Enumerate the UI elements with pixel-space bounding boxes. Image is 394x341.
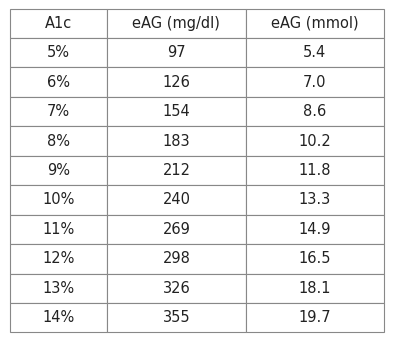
Bar (10, 185, 107, 215)
Text: 6%: 6% (47, 75, 70, 90)
Text: 326: 326 (163, 281, 190, 296)
Bar (246, 68, 384, 97)
Bar (10, 244, 107, 273)
Text: 13%: 13% (43, 281, 74, 296)
Text: eAG (mmol): eAG (mmol) (271, 16, 359, 31)
Text: 12%: 12% (42, 251, 75, 266)
Bar (246, 273, 384, 303)
Text: eAG (mg/dl): eAG (mg/dl) (132, 16, 220, 31)
Bar (107, 303, 245, 332)
Text: 240: 240 (162, 192, 190, 207)
Text: 183: 183 (163, 134, 190, 149)
Text: 8.6: 8.6 (303, 104, 327, 119)
Bar (10, 273, 107, 303)
Text: 212: 212 (162, 163, 190, 178)
Text: 13.3: 13.3 (299, 192, 331, 207)
Text: 16.5: 16.5 (299, 251, 331, 266)
Text: 10.2: 10.2 (299, 134, 331, 149)
Bar (246, 244, 384, 273)
Bar (107, 156, 245, 185)
Text: 11.8: 11.8 (299, 163, 331, 178)
Text: 154: 154 (163, 104, 190, 119)
Text: 8%: 8% (47, 134, 70, 149)
Text: 97: 97 (167, 45, 186, 60)
Bar (10, 9, 107, 38)
Text: A1c: A1c (45, 16, 72, 31)
Text: 11%: 11% (43, 222, 74, 237)
Text: 10%: 10% (42, 192, 75, 207)
Text: 7%: 7% (47, 104, 70, 119)
Text: 19.7: 19.7 (299, 310, 331, 325)
Bar (107, 273, 245, 303)
Bar (107, 185, 245, 215)
Bar (107, 68, 245, 97)
Text: 18.1: 18.1 (299, 281, 331, 296)
Bar (246, 303, 384, 332)
Bar (246, 97, 384, 126)
Text: 7.0: 7.0 (303, 75, 327, 90)
Text: 14.9: 14.9 (299, 222, 331, 237)
Bar (10, 97, 107, 126)
Bar (107, 126, 245, 156)
Text: 126: 126 (162, 75, 190, 90)
Bar (246, 9, 384, 38)
Text: 14%: 14% (43, 310, 74, 325)
Text: 5.4: 5.4 (303, 45, 327, 60)
Bar (246, 185, 384, 215)
Text: 269: 269 (162, 222, 190, 237)
Bar (107, 97, 245, 126)
Bar (107, 38, 245, 68)
Bar (246, 38, 384, 68)
Bar (246, 126, 384, 156)
Bar (10, 38, 107, 68)
Text: 355: 355 (163, 310, 190, 325)
Bar (107, 9, 245, 38)
Bar (10, 156, 107, 185)
Bar (10, 68, 107, 97)
Bar (10, 215, 107, 244)
Bar (10, 126, 107, 156)
Bar (10, 303, 107, 332)
Text: 5%: 5% (47, 45, 70, 60)
Bar (107, 244, 245, 273)
Text: 298: 298 (162, 251, 190, 266)
Text: 9%: 9% (47, 163, 70, 178)
Bar (246, 215, 384, 244)
Bar (107, 215, 245, 244)
Bar (246, 156, 384, 185)
